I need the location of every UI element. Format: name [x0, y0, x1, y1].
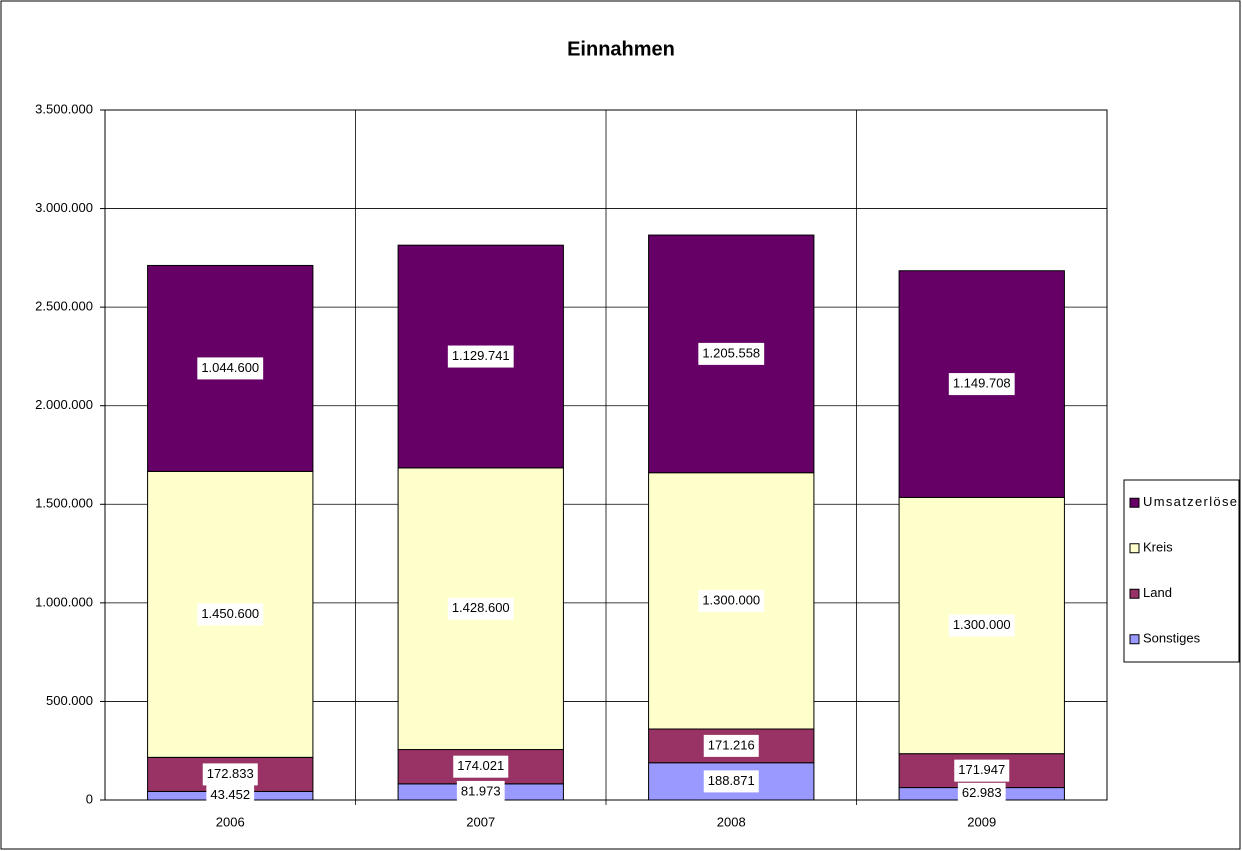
value-label-box: [447, 597, 514, 620]
legend-label: Land: [1143, 585, 1172, 600]
value-label: 43.452: [210, 787, 250, 802]
value-label: 1.205.558: [702, 345, 760, 360]
value-label-box: [948, 373, 1015, 396]
x-tick-label: 2008: [717, 814, 746, 829]
y-tick-label: 2.500.000: [35, 299, 93, 314]
chart-title: Einnahmen: [567, 38, 675, 60]
value-label: 1.129.741: [452, 348, 510, 363]
value-label: 188.871: [708, 773, 755, 788]
value-label: 171.947: [958, 762, 1005, 777]
x-tick-label: 2007: [466, 814, 495, 829]
legend-swatch: [1129, 543, 1140, 554]
value-label: 171.216: [708, 737, 755, 752]
legend-swatch: [1129, 588, 1140, 599]
value-label: 1.300.000: [953, 617, 1011, 632]
value-label: 81.973: [461, 783, 501, 798]
value-label-box: [197, 603, 264, 626]
y-tick-label: 2.000.000: [35, 397, 93, 412]
value-label: 1.149.708: [953, 376, 1011, 391]
y-tick-label: 1.500.000: [35, 496, 93, 511]
y-tick-label: 0: [86, 791, 93, 806]
y-tick-label: 1.000.000: [35, 594, 93, 609]
y-tick-label: 3.000.000: [35, 200, 93, 215]
value-label-box: [456, 780, 505, 803]
value-label: 1.428.600: [452, 600, 510, 615]
y-tick-label: 3.500.000: [35, 101, 93, 116]
value-label-box: [948, 614, 1015, 637]
legend-label: Sonstiges: [1143, 631, 1201, 646]
value-label-box: [698, 589, 765, 612]
value-label-box: [957, 782, 1006, 805]
legend-swatch: [1129, 497, 1140, 508]
value-label: 62.983: [962, 785, 1002, 800]
value-label-box: [197, 357, 264, 380]
value-label: 1.044.600: [201, 360, 259, 375]
legend-box: [1123, 479, 1240, 663]
value-label-box: [453, 755, 509, 778]
plot-border: [104, 109, 1108, 801]
value-label-box: [703, 770, 759, 793]
value-label-box: [447, 345, 514, 368]
value-label-box: [202, 763, 258, 786]
legend-label: Umsatzerlöse: [1143, 494, 1237, 509]
value-label-box: [206, 784, 255, 807]
legend-swatch: [1129, 634, 1140, 645]
value-label: 172.833: [207, 766, 254, 781]
value-label: 1.450.600: [201, 606, 259, 621]
value-label: 1.300.000: [702, 592, 760, 607]
value-label: 174.021: [457, 758, 504, 773]
x-tick-label: 2006: [216, 814, 245, 829]
x-tick-label: 2009: [967, 814, 996, 829]
value-label-box: [698, 342, 765, 365]
value-label-box: [954, 759, 1010, 782]
y-tick-label: 500.000: [46, 693, 93, 708]
value-label-box: [703, 734, 759, 757]
legend-label: Kreis: [1143, 540, 1173, 555]
